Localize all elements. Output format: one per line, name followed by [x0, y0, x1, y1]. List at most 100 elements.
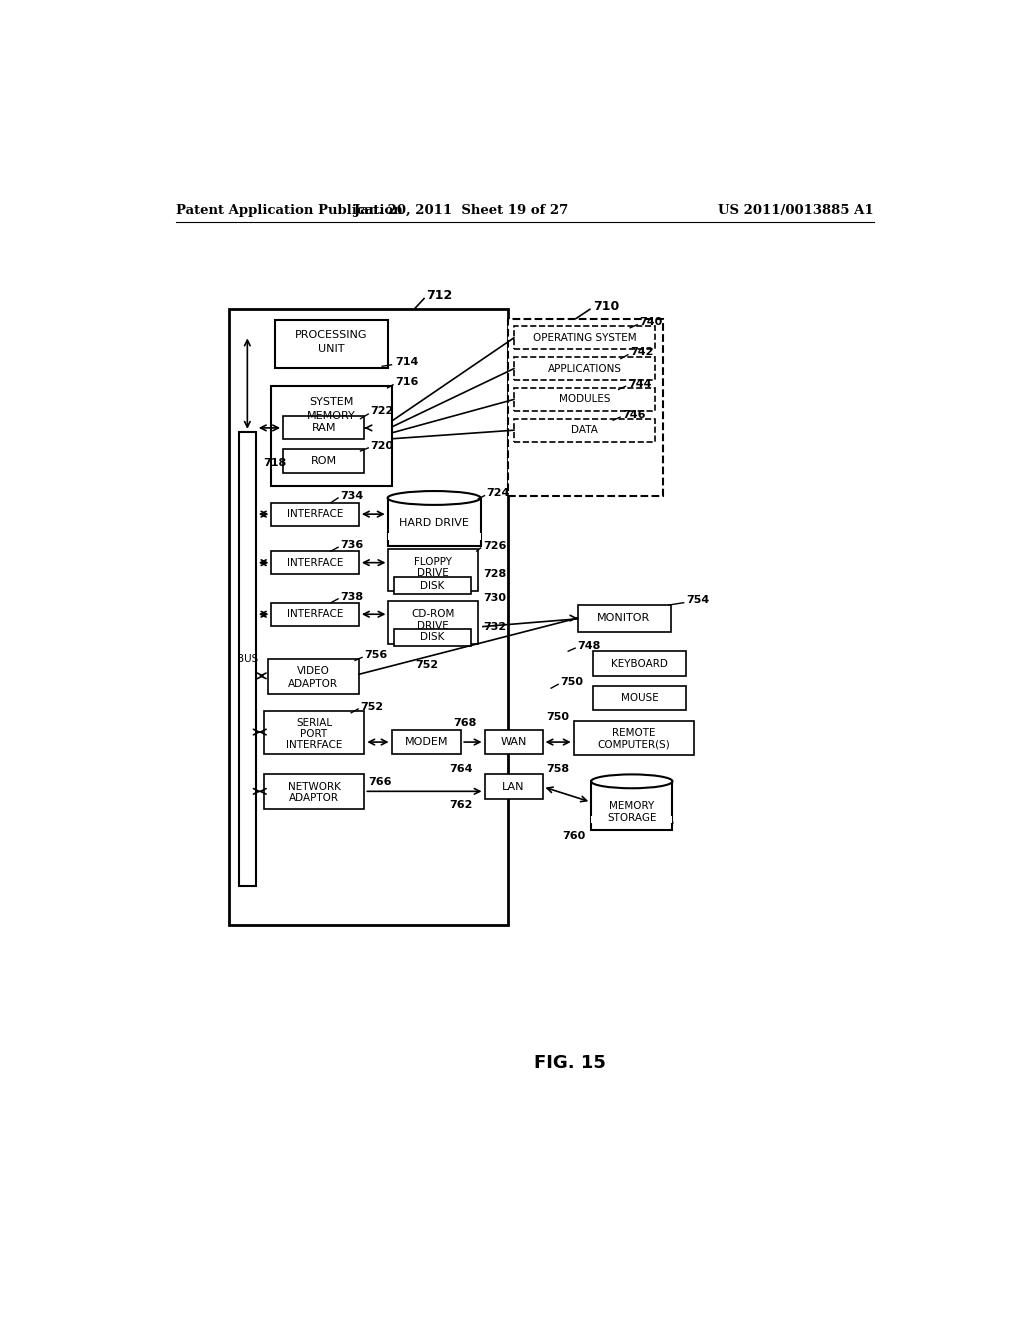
Text: Jan. 20, 2011  Sheet 19 of 27: Jan. 20, 2011 Sheet 19 of 27 — [354, 205, 568, 218]
Text: WAN: WAN — [501, 737, 526, 747]
Text: UNIT: UNIT — [318, 345, 345, 354]
Text: 718: 718 — [263, 458, 287, 467]
Text: 728: 728 — [483, 569, 506, 579]
Text: 738: 738 — [340, 593, 364, 602]
Bar — [514, 388, 655, 411]
Text: MEMORY: MEMORY — [307, 412, 355, 421]
Text: DATA: DATA — [571, 425, 598, 436]
Text: 724: 724 — [486, 488, 509, 499]
Text: 742: 742 — [630, 347, 653, 358]
Bar — [394, 577, 471, 594]
Ellipse shape — [388, 533, 480, 546]
Bar — [275, 321, 388, 368]
Text: 750: 750 — [560, 677, 584, 686]
Text: ROM: ROM — [310, 455, 337, 466]
Text: 720: 720 — [371, 441, 393, 450]
Text: 766: 766 — [369, 777, 392, 787]
Bar — [271, 603, 359, 626]
Text: 758: 758 — [547, 764, 569, 774]
Text: US 2011/0013885 A1: US 2011/0013885 A1 — [718, 205, 873, 218]
Text: OPERATING SYSTEM: OPERATING SYSTEM — [532, 333, 636, 343]
Text: HARD DRIVE: HARD DRIVE — [399, 517, 469, 528]
Text: PORT: PORT — [300, 729, 328, 739]
Text: 734: 734 — [340, 491, 364, 500]
Text: 754: 754 — [686, 594, 710, 605]
Text: 722: 722 — [371, 407, 394, 416]
Bar — [239, 432, 256, 886]
Text: VIDEO: VIDEO — [297, 667, 330, 676]
Text: 752: 752 — [360, 702, 384, 711]
Text: INTERFACE: INTERFACE — [287, 557, 343, 568]
Bar — [271, 552, 359, 574]
Text: LAN: LAN — [503, 781, 525, 792]
Text: PROCESSING: PROCESSING — [295, 330, 368, 341]
Text: ADAPTOR: ADAPTOR — [289, 793, 339, 804]
Text: 756: 756 — [365, 649, 388, 660]
Bar — [591, 816, 673, 822]
Bar — [391, 730, 461, 755]
Text: MONITOR: MONITOR — [597, 614, 650, 623]
Text: BUS: BUS — [237, 653, 258, 664]
Bar — [484, 775, 543, 799]
Text: DISK: DISK — [421, 632, 444, 643]
Text: 714: 714 — [395, 358, 419, 367]
Text: DISK: DISK — [421, 581, 444, 591]
Bar — [263, 711, 365, 754]
Bar — [388, 549, 477, 591]
Bar — [394, 628, 471, 645]
Bar — [267, 659, 359, 693]
Text: COMPUTER(S): COMPUTER(S) — [597, 739, 670, 750]
Text: DRIVE: DRIVE — [417, 620, 449, 631]
Text: Patent Application Publication: Patent Application Publication — [176, 205, 402, 218]
Text: 712: 712 — [426, 289, 453, 302]
Bar — [283, 416, 365, 440]
Bar — [228, 309, 508, 924]
Text: 752: 752 — [415, 660, 438, 671]
Text: MOUSE: MOUSE — [621, 693, 658, 704]
Text: KEYBOARD: KEYBOARD — [611, 659, 668, 668]
Bar — [573, 721, 693, 755]
Bar — [271, 503, 359, 525]
Text: DRIVE: DRIVE — [417, 569, 449, 578]
Text: 750: 750 — [547, 711, 569, 722]
Text: NETWORK: NETWORK — [288, 781, 340, 792]
Text: 744: 744 — [628, 379, 651, 389]
Text: MODULES: MODULES — [559, 395, 610, 404]
Text: 768: 768 — [454, 718, 477, 727]
Text: SERIAL: SERIAL — [296, 718, 332, 727]
Text: INTERFACE: INTERFACE — [286, 741, 342, 750]
Text: 736: 736 — [340, 540, 364, 550]
Text: MEMORY: MEMORY — [609, 801, 654, 810]
Bar — [514, 358, 655, 380]
Text: SYSTEM: SYSTEM — [309, 397, 353, 408]
Bar — [578, 605, 671, 632]
Text: MODEM: MODEM — [404, 737, 449, 747]
Ellipse shape — [591, 816, 673, 830]
Bar — [388, 498, 480, 546]
Bar — [271, 385, 391, 486]
Bar — [593, 651, 686, 676]
Text: FIG. 15: FIG. 15 — [534, 1055, 605, 1072]
Text: 716: 716 — [395, 376, 419, 387]
Text: 726: 726 — [483, 541, 506, 550]
Text: 730: 730 — [483, 593, 506, 603]
Bar — [388, 533, 480, 540]
Text: 746: 746 — [623, 409, 646, 420]
Text: 764: 764 — [450, 764, 473, 774]
Bar — [484, 730, 543, 755]
Bar — [591, 781, 673, 830]
Text: INTERFACE: INTERFACE — [287, 510, 343, 519]
Text: STORAGE: STORAGE — [607, 813, 656, 822]
Text: FLOPPY: FLOPPY — [414, 557, 452, 566]
Bar — [263, 775, 365, 809]
Ellipse shape — [591, 775, 673, 788]
Ellipse shape — [388, 491, 480, 506]
Text: 748: 748 — [578, 640, 601, 651]
Text: RAM: RAM — [311, 422, 336, 433]
Text: APPLICATIONS: APPLICATIONS — [548, 363, 622, 374]
Bar — [514, 418, 655, 442]
Bar — [593, 686, 686, 710]
Text: ADAPTOR: ADAPTOR — [288, 678, 338, 689]
Bar — [508, 318, 663, 496]
Bar — [283, 450, 365, 473]
